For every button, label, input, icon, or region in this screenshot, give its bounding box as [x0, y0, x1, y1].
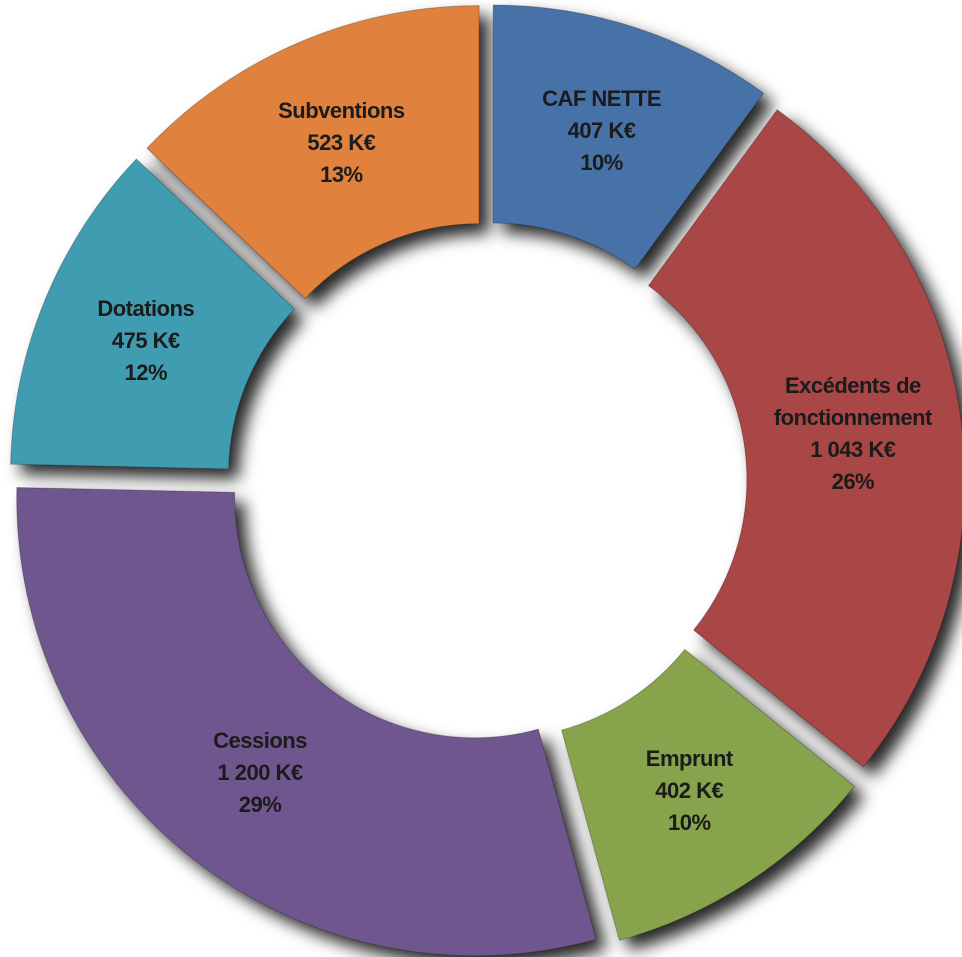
segment-label: Subventions 523 K€ 13%: [241, 95, 441, 191]
category-label: Excédents de fonctionnement: [773, 373, 933, 431]
percent-label: 29%: [238, 791, 282, 817]
value-label: 523 K€: [307, 129, 376, 155]
percent-label: 26%: [831, 469, 875, 495]
donut-segment: [16, 486, 597, 957]
donut-segment: [560, 648, 856, 941]
donut-segment: [146, 5, 480, 300]
segment-label: Excédents de fonctionnement 1 043 K€ 26%: [753, 370, 953, 498]
donut-segment: [492, 4, 765, 270]
category-label: Cessions: [213, 727, 307, 753]
value-label: 475 K€: [111, 328, 180, 354]
segment-label: Cessions 1 200 K€ 29%: [160, 725, 360, 821]
segment-label: CAF NETTE 407 K€ 10%: [502, 83, 702, 179]
percent-label: 10%: [580, 150, 623, 176]
segment-label: Emprunt 402 K€ 10%: [589, 743, 789, 839]
percent-label: 10%: [668, 809, 711, 835]
value-label: 1 043 K€: [810, 437, 896, 463]
donut-segment: [647, 109, 962, 768]
donut-segment: [10, 158, 296, 470]
segments: [10, 4, 962, 957]
value-label: 1 200 K€: [217, 759, 303, 785]
segment-label: Dotations 475 K€ 12%: [46, 293, 246, 389]
category-label: Subventions: [278, 97, 405, 123]
category-label: Dotations: [97, 296, 195, 322]
percent-label: 13%: [320, 161, 363, 187]
category-label: Emprunt: [645, 745, 733, 771]
percent-label: 12%: [124, 360, 168, 386]
value-label: 407 K€: [567, 118, 636, 144]
category-label: CAF NETTE: [542, 86, 662, 112]
value-label: 402 K€: [655, 777, 724, 803]
